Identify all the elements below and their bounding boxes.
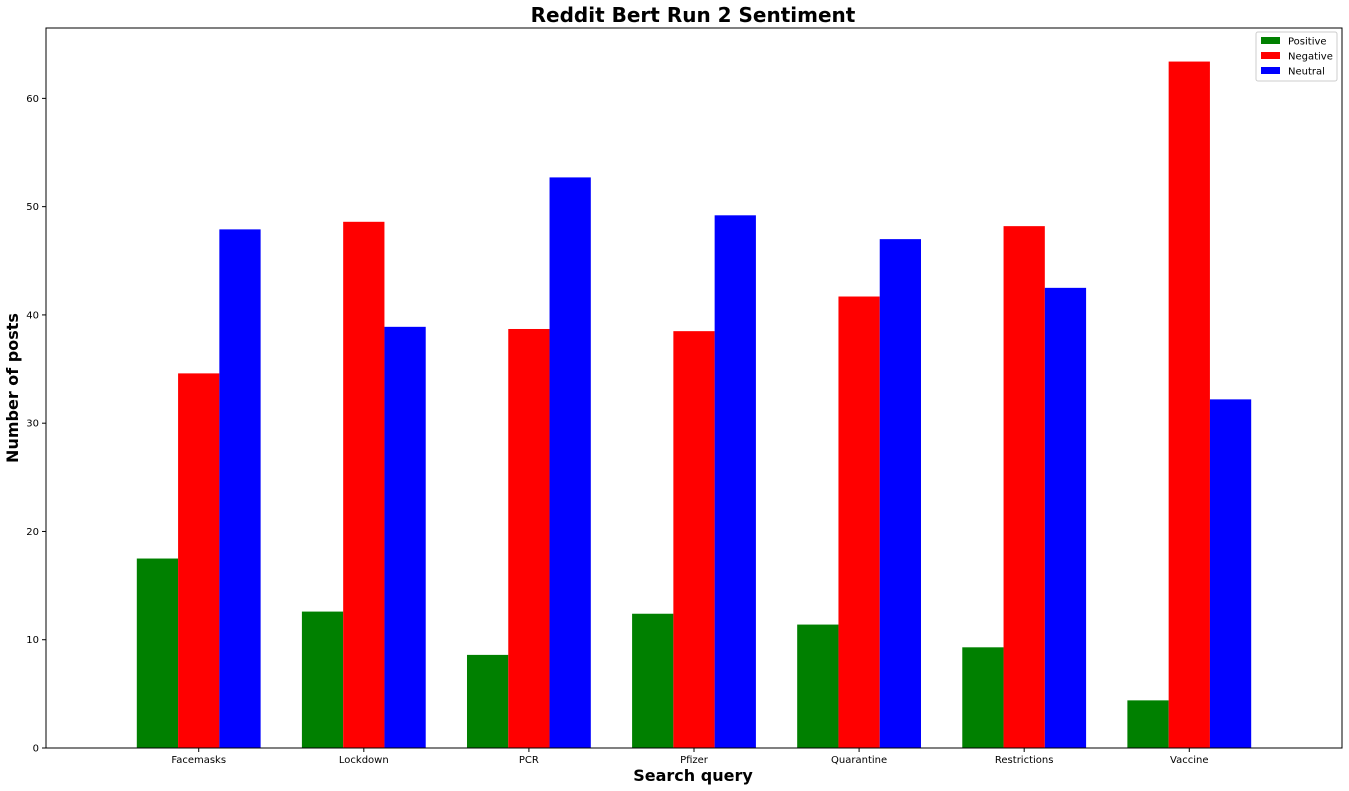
legend-swatch-negative	[1261, 52, 1280, 59]
bar-negative-quarantine	[838, 296, 880, 748]
bar-negative-vaccine	[1168, 61, 1210, 749]
bar-neutral-quarantine	[879, 239, 921, 748]
bar-positive-restrictions	[962, 647, 1004, 748]
bar-negative-facemasks	[178, 373, 220, 748]
bars	[136, 61, 1252, 749]
y-tick-label: 20	[26, 527, 39, 538]
legend-label-neutral: Neutral	[1288, 67, 1325, 78]
axes: 0 10 20 30 40 50 60 Facemasks Lockdown PCR Pfizer Q…	[26, 27, 1343, 766]
legend-swatch-neutral	[1261, 67, 1280, 74]
bar-neutral-lockdown	[384, 326, 426, 748]
bar-positive-pcr	[466, 654, 509, 748]
legend: Positive Negative Neutral	[1255, 31, 1338, 82]
bar-neutral-pcr	[549, 177, 591, 748]
y-tick-label: 60	[26, 94, 39, 105]
x-tick-label: Restrictions	[995, 755, 1054, 766]
legend-swatch-positive	[1261, 37, 1280, 44]
bar-negative-restrictions	[1003, 226, 1045, 748]
bar-positive-facemasks	[136, 558, 179, 748]
x-axis-label: Search query	[633, 766, 753, 785]
y-tick-label: 40	[26, 310, 39, 321]
bar-positive-vaccine	[1127, 700, 1169, 748]
y-tick-label: 0	[33, 744, 39, 755]
bar-positive-lockdown	[301, 611, 344, 748]
chart-title: Reddit Bert Run 2 Sentiment	[531, 3, 856, 27]
y-tick-label: 10	[26, 635, 39, 646]
x-tick-label: Facemasks	[171, 755, 226, 766]
x-tick-label: Pfizer	[680, 755, 709, 766]
bar-neutral-restrictions	[1044, 287, 1087, 748]
x-tick-label: Lockdown	[339, 755, 389, 766]
bar-positive-quarantine	[797, 624, 839, 748]
bar-neutral-facemasks	[219, 229, 261, 748]
legend-label-negative: Negative	[1288, 52, 1333, 63]
x-tick-label: Quarantine	[831, 755, 887, 766]
bar-negative-lockdown	[343, 221, 385, 749]
legend-label-positive: Positive	[1288, 37, 1327, 48]
x-tick-label: PCR	[519, 755, 539, 766]
x-tick-label: Vaccine	[1170, 755, 1208, 766]
bar-negative-pcr	[508, 328, 550, 748]
bar-positive-pfizer	[632, 613, 674, 748]
bar-neutral-vaccine	[1209, 399, 1252, 748]
bar-negative-pfizer	[673, 331, 715, 748]
y-tick-label: 30	[26, 419, 39, 430]
y-axis-label: Number of posts	[3, 313, 22, 463]
bar-neutral-pfizer	[714, 215, 756, 748]
y-tick-label: 50	[26, 202, 39, 213]
